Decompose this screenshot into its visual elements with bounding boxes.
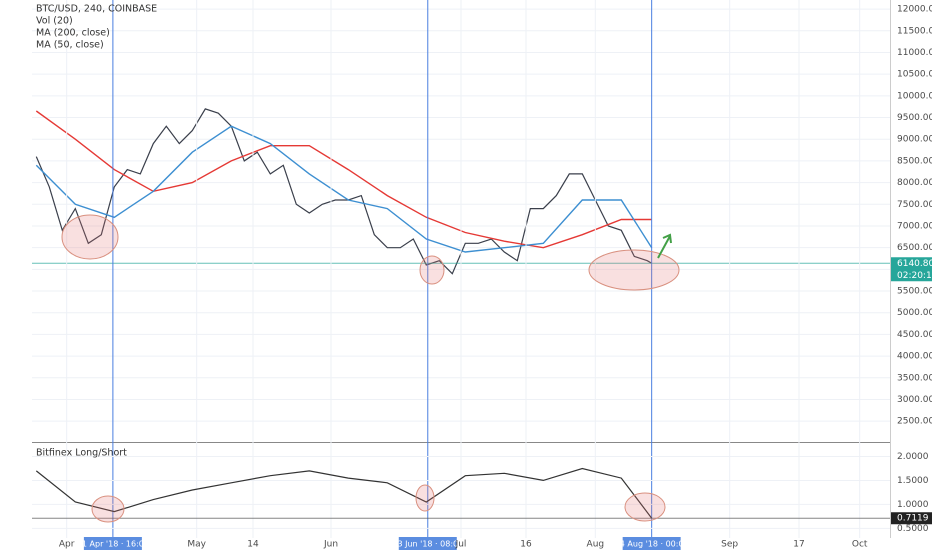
plot: 12000.00 11500.00 11000.00 10500.00 10000.00… bbox=[32, 0, 932, 550]
y-tick-label: 7000.00 bbox=[897, 221, 932, 231]
crosshair-label: 23 Jun '18 · 08:00 bbox=[392, 540, 463, 549]
y-tick-label: 12000.00 bbox=[897, 5, 932, 15]
series-line bbox=[35, 467, 653, 519]
y-tick-label: 5500.00 bbox=[897, 287, 932, 297]
y-tick-label: 1.5000 bbox=[897, 476, 929, 486]
y-tick-label: 2.0000 bbox=[897, 452, 929, 462]
legend-entry: Vol (20) bbox=[36, 16, 73, 27]
y-tick-label: 6500.00 bbox=[897, 243, 932, 253]
crosshair-box bbox=[398, 537, 457, 550]
x-tick-label: Oct bbox=[852, 540, 868, 550]
y-tick-label: 10500.00 bbox=[897, 70, 932, 80]
x-tick-label: Sep bbox=[721, 540, 738, 550]
y-tick-label: 2500.00 bbox=[897, 417, 932, 427]
y-tick-label: 4500.00 bbox=[897, 330, 932, 340]
y-tick-label: 3000.00 bbox=[897, 395, 932, 405]
series-line bbox=[35, 110, 652, 249]
crosshair-label: 14 Aug '18 · 00:00 bbox=[615, 540, 689, 549]
arrow-shaft bbox=[657, 235, 671, 259]
last-value-box bbox=[891, 512, 932, 525]
x-tick-label: May bbox=[187, 540, 206, 550]
x-tick-label: Jul bbox=[455, 540, 467, 550]
countdown: 02:20:13 bbox=[897, 271, 932, 281]
y-tick-label: 8000.00 bbox=[897, 178, 932, 188]
legend-entry: MA (50, close) bbox=[36, 40, 104, 51]
y-tick-label: 3500.00 bbox=[897, 373, 932, 383]
last-value-label: 0.7119 bbox=[897, 514, 929, 524]
crosshair-box bbox=[622, 537, 681, 550]
y-tick-label: 9000.00 bbox=[897, 135, 932, 145]
crosshair-box bbox=[83, 537, 142, 550]
ellipse bbox=[588, 249, 680, 291]
y-tick-label: 1.0000 bbox=[897, 500, 929, 510]
y-tick-label: 7500.00 bbox=[897, 200, 932, 210]
x-tick-label: Apr bbox=[59, 540, 75, 550]
pane-title: Bitfinex Long/Short bbox=[36, 448, 127, 459]
arrow bbox=[657, 233, 672, 259]
crosshair-label: 11 Apr '18 · 16:00 bbox=[77, 540, 149, 549]
ellipse bbox=[415, 484, 435, 512]
arrow-head bbox=[662, 233, 672, 244]
ellipse bbox=[624, 492, 666, 522]
ellipse bbox=[419, 255, 445, 285]
x-tick-label: Aug bbox=[587, 540, 605, 550]
chart-title: BTC/USD, 240, COINBASE bbox=[36, 4, 157, 15]
series-line bbox=[35, 125, 653, 253]
x-tick-label: Jun bbox=[323, 540, 338, 550]
x-tick-label: 16 bbox=[520, 540, 532, 550]
y-tick-label: 11000.00 bbox=[897, 48, 932, 58]
annotations bbox=[61, 214, 680, 523]
y-tick-label: 5000.00 bbox=[897, 308, 932, 318]
last-value-box bbox=[891, 257, 932, 282]
y-tick-label: 0.5000 bbox=[897, 524, 929, 534]
x-tick-label: 14 bbox=[247, 540, 259, 550]
ellipse bbox=[61, 214, 119, 260]
y-tick-label: 11500.00 bbox=[897, 26, 932, 36]
y-tick-label: 4000.00 bbox=[897, 352, 932, 362]
legend-entry: MA (200, close) bbox=[36, 28, 110, 39]
y-tick-label: 8500.00 bbox=[897, 156, 932, 166]
y-tick-label: 9500.00 bbox=[897, 113, 932, 123]
x-tick-label: 17 bbox=[793, 540, 804, 550]
last-value-label: 6140.80 bbox=[897, 259, 932, 269]
y-tick-label: 10000.00 bbox=[897, 91, 932, 101]
ellipse bbox=[91, 495, 125, 523]
